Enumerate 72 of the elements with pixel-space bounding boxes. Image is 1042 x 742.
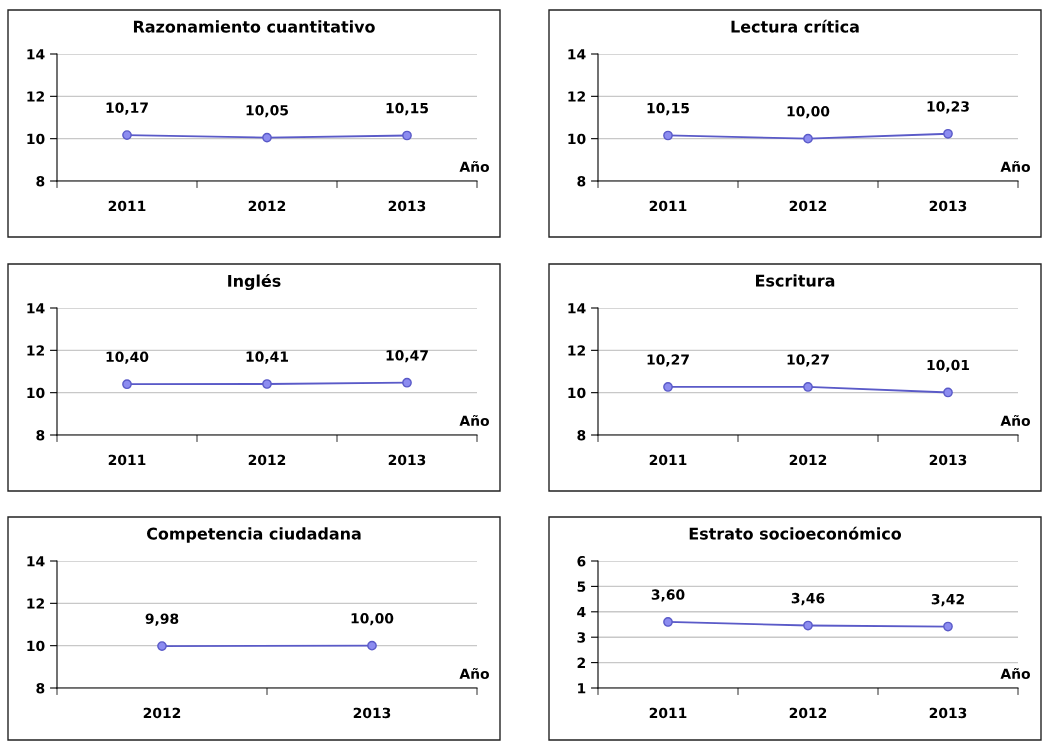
data-label: 10,23 — [927, 101, 969, 114]
x-tick-label: 2012 — [789, 707, 827, 719]
chart-title: Competencia ciudadana — [146, 527, 361, 543]
x-axis-title: Año — [1000, 667, 1030, 679]
data-label: 10,47 — [386, 350, 428, 363]
y-tick-label: 10 — [27, 133, 45, 145]
chart-title: Escritura — [756, 274, 835, 287]
data-label: 10,17 — [106, 102, 148, 115]
x-tick-label: 2012 — [789, 200, 827, 212]
y-tick-label: 10 — [568, 387, 586, 399]
y-tick-label: 14 — [27, 49, 45, 60]
x-tick-label: 2011 — [649, 454, 687, 466]
y-tick-label: 12 — [568, 91, 585, 102]
y-tick-label: 2 — [577, 657, 585, 668]
y-tick-label: 10 — [27, 387, 45, 399]
x-tick-label: 2013 — [388, 200, 426, 212]
data-label: 10,00 — [787, 106, 830, 119]
x-tick-label: 2011 — [649, 200, 687, 212]
x-tick-label: 2013 — [353, 707, 391, 719]
y-tick-label: 14 — [568, 49, 586, 60]
y-tick-label: 3 — [577, 632, 586, 643]
y-tick-label: 5 — [577, 581, 586, 592]
y-tick-label: 12 — [568, 345, 585, 356]
chart-title: Inglés — [228, 273, 281, 291]
x-axis-title: Año — [459, 414, 489, 426]
chart-title: Estrato socioeconómico — [689, 526, 902, 540]
y-tick-label: 6 — [577, 555, 586, 567]
data-label: 10,27 — [647, 354, 689, 367]
y-tick-label: 10 — [27, 640, 45, 652]
x-tick-label: 2013 — [388, 454, 426, 466]
data-label: 10,15 — [647, 102, 689, 116]
chart-title: Lectura crítica — [731, 19, 859, 33]
y-tick-label: 14 — [27, 303, 45, 314]
x-tick-label: 2012 — [789, 454, 827, 466]
x-axis-title: Año — [1000, 414, 1030, 426]
data-label: 10,15 — [386, 102, 428, 116]
x-tick-label: 2011 — [649, 707, 687, 719]
data-label: 10,01 — [927, 359, 970, 373]
y-tick-label: 4 — [577, 606, 586, 618]
data-label: 10,27 — [787, 354, 829, 367]
data-label: 3,60 — [651, 589, 685, 602]
y-tick-label: 12 — [27, 598, 44, 609]
data-label: 3,42 — [931, 593, 964, 607]
y-tick-label: 8 — [36, 682, 45, 694]
y-tick-label: 14 — [27, 556, 45, 567]
x-tick-label: 2012 — [248, 454, 286, 466]
x-axis-title: Año — [459, 667, 489, 679]
y-tick-label: 8 — [577, 175, 586, 187]
chart-title: Razonamiento cuantitativo — [133, 20, 375, 33]
data-label: 10,05 — [246, 104, 288, 118]
y-tick-label: 12 — [27, 345, 44, 356]
data-label: 10,00 — [351, 613, 394, 626]
y-tick-label: 12 — [27, 91, 44, 102]
y-tick-label: 1 — [578, 683, 586, 694]
y-tick-label: 8 — [577, 429, 586, 441]
y-tick-label: 14 — [568, 303, 586, 314]
y-tick-label: 10 — [568, 133, 586, 145]
x-tick-label: 2011 — [108, 200, 146, 212]
data-label: 9,98 — [145, 613, 179, 626]
x-axis-title: Año — [459, 160, 489, 172]
data-label: 10,41 — [246, 351, 289, 364]
x-tick-label: 2012 — [143, 707, 181, 719]
data-label: 3,46 — [791, 592, 825, 606]
y-tick-label: 8 — [36, 175, 45, 187]
x-tick-label: 2011 — [108, 454, 146, 466]
x-tick-label: 2012 — [248, 200, 286, 212]
data-label: 10,40 — [106, 351, 149, 364]
x-tick-label: 2013 — [929, 200, 967, 212]
x-axis-title: Año — [1000, 160, 1030, 172]
x-tick-label: 2013 — [929, 454, 967, 466]
y-tick-label: 8 — [36, 429, 45, 441]
x-tick-label: 2013 — [929, 707, 967, 719]
